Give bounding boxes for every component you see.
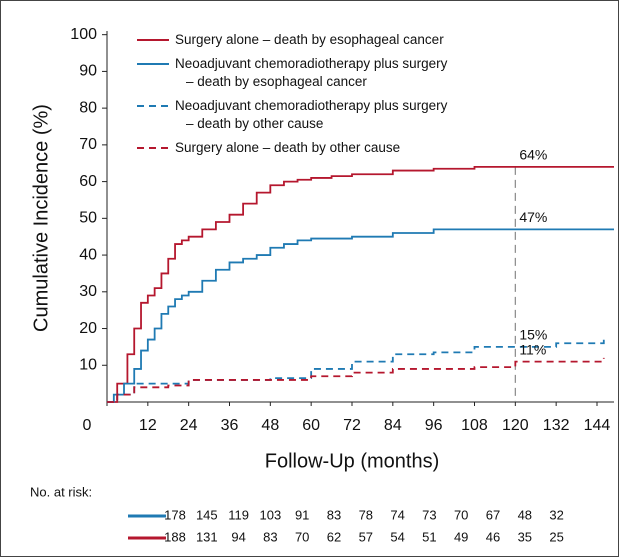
risk-value: 145 (196, 507, 218, 522)
risk-value: 131 (196, 529, 218, 544)
y-tick-label: 20 (79, 320, 97, 337)
risk-value: 54 (390, 529, 404, 544)
risk-value: 25 (549, 529, 563, 544)
x-tick-label: 12 (139, 417, 157, 434)
risk-value: 67 (486, 507, 500, 522)
y-tick-label: 60 (79, 173, 97, 190)
risk-value: 51 (422, 529, 436, 544)
risk-value: 83 (263, 529, 277, 544)
risk-value: 103 (260, 507, 282, 522)
risk-value: 78 (359, 507, 373, 522)
risk-value: 32 (549, 507, 563, 522)
annotation: 11% (519, 341, 546, 357)
annotation: 47% (519, 209, 547, 225)
y-tick-label: 90 (79, 63, 97, 80)
risk-value: 46 (486, 529, 500, 544)
risk-value: 83 (327, 507, 341, 522)
legend-label: Neoadjuvant chemoradiotherapy plus surge… (175, 56, 448, 89)
x-tick-label: 72 (343, 417, 361, 434)
x-tick-label: 144 (584, 417, 611, 434)
risk-value: 178 (164, 507, 186, 522)
x-axis-title: Follow-Up (months) (265, 450, 439, 472)
risk-value: 73 (422, 507, 436, 522)
step-line (107, 166, 614, 403)
risk-value: 91 (295, 507, 309, 522)
x-tick-label: 132 (543, 417, 570, 434)
x-tick-label: 36 (221, 417, 239, 434)
y-tick-label: 80 (79, 99, 97, 116)
x-tick-label: 24 (180, 417, 198, 434)
x-tick-label: 96 (425, 417, 443, 434)
x-tick-label: 48 (261, 417, 279, 434)
risk-value: 49 (454, 529, 468, 544)
risk-value: 57 (359, 529, 373, 544)
risk-value: 94 (231, 529, 245, 544)
step-line (107, 228, 614, 403)
risk-title: No. at risk: (30, 484, 92, 499)
annotation: 64% (519, 147, 547, 163)
x-tick-label: 108 (461, 417, 488, 434)
x-tick-label: 0 (83, 417, 92, 434)
risk-value: 70 (454, 507, 468, 522)
y-tick-label: 100 (70, 26, 97, 43)
legend-label: Surgery alone – death by other cause (175, 140, 400, 155)
risk-value: 62 (327, 529, 341, 544)
y-tick-label: 50 (79, 210, 97, 227)
y-tick-label: 30 (79, 283, 97, 300)
y-tick-label: 40 (79, 246, 97, 263)
x-tick-label: 84 (384, 417, 402, 434)
annotation: 15% (519, 327, 547, 343)
x-tick-label: 60 (302, 417, 320, 434)
y-axis-title: Cumulative Incidence (%) (30, 104, 52, 332)
step-line (107, 337, 605, 403)
risk-value: 48 (518, 507, 532, 522)
step-line (107, 357, 605, 403)
legend-label: Surgery alone – death by esophageal canc… (175, 32, 444, 47)
legend-label: Neoadjuvant chemoradiotherapy plus surge… (175, 98, 448, 131)
y-tick-label: 10 (79, 356, 97, 373)
x-tick-label: 120 (502, 417, 529, 434)
risk-value: 188 (164, 529, 186, 544)
y-tick-label: 70 (79, 136, 97, 153)
risk-value: 74 (390, 507, 404, 522)
risk-value: 35 (518, 529, 532, 544)
risk-value: 70 (295, 529, 309, 544)
risk-value: 119 (228, 507, 249, 522)
